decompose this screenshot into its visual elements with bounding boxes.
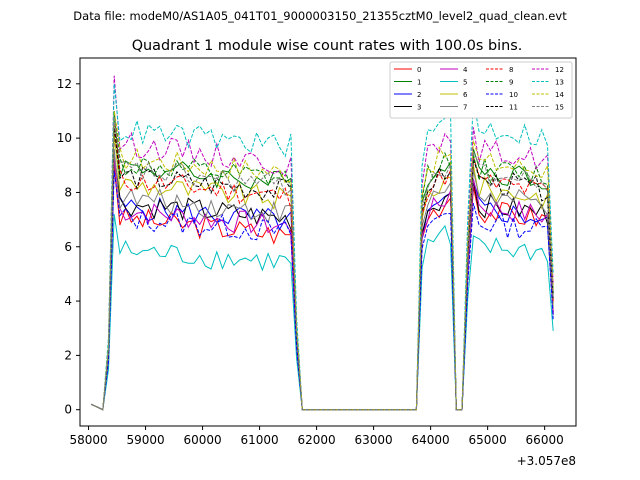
y-tick-label: 0 (64, 403, 72, 417)
x-tick-label: 59000 (126, 433, 164, 447)
suptitle: Data file: modeM0/AS1A05_041T01_90000031… (73, 9, 567, 23)
legend-label-0: 0 (417, 66, 421, 74)
legend-label-6: 6 (463, 91, 468, 99)
legend-label-12: 12 (555, 66, 564, 74)
legend-label-13: 13 (555, 79, 564, 87)
plot-frame (79, 57, 577, 427)
legend-label-9: 9 (509, 79, 513, 87)
x-tick-label: 64000 (412, 433, 450, 447)
x-tick-label: 66000 (526, 433, 564, 447)
y-tick-label: 10 (57, 131, 72, 145)
series-line-10 (91, 170, 554, 411)
series-line-14 (91, 110, 554, 411)
legend-label-5: 5 (463, 79, 467, 87)
legend-label-11: 11 (509, 104, 518, 112)
legend-label-10: 10 (509, 91, 518, 99)
legend-label-3: 3 (417, 104, 421, 112)
legend-label-14: 14 (555, 91, 564, 99)
y-tick-label: 12 (57, 77, 72, 91)
legend-label-7: 7 (463, 104, 467, 112)
plot-area (80, 58, 576, 426)
x-tick-label: 62000 (298, 433, 336, 447)
legend-label-15: 15 (555, 104, 564, 112)
y-tick-label: 8 (64, 185, 72, 199)
y-tick-label: 4 (64, 294, 72, 308)
x-offset-label: +3.057e8 (517, 454, 576, 468)
series-layer (91, 75, 554, 411)
x-tick-label: 65000 (469, 433, 507, 447)
y-axis: 0 2 4 6 8 10 12 (57, 77, 80, 417)
x-tick-label: 61000 (240, 433, 278, 447)
x-tick-label: 60000 (183, 433, 221, 447)
x-tick-label: 63000 (355, 433, 393, 447)
legend-label-4: 4 (463, 66, 468, 74)
series-line-15 (91, 116, 554, 411)
y-tick-label: 6 (64, 240, 72, 254)
legend-label-8: 8 (509, 66, 513, 74)
x-axis: 58000 59000 60000 61000 62000 63000 64000 65000… (69, 426, 564, 447)
chart-title: Quadrant 1 module wise count rates with … (132, 38, 523, 54)
legend-box (389, 61, 573, 119)
legend-label-2: 2 (417, 91, 421, 99)
legend-label-1: 1 (417, 79, 421, 87)
x-tick-label: 58000 (69, 433, 107, 447)
y-tick-label: 2 (64, 348, 72, 362)
